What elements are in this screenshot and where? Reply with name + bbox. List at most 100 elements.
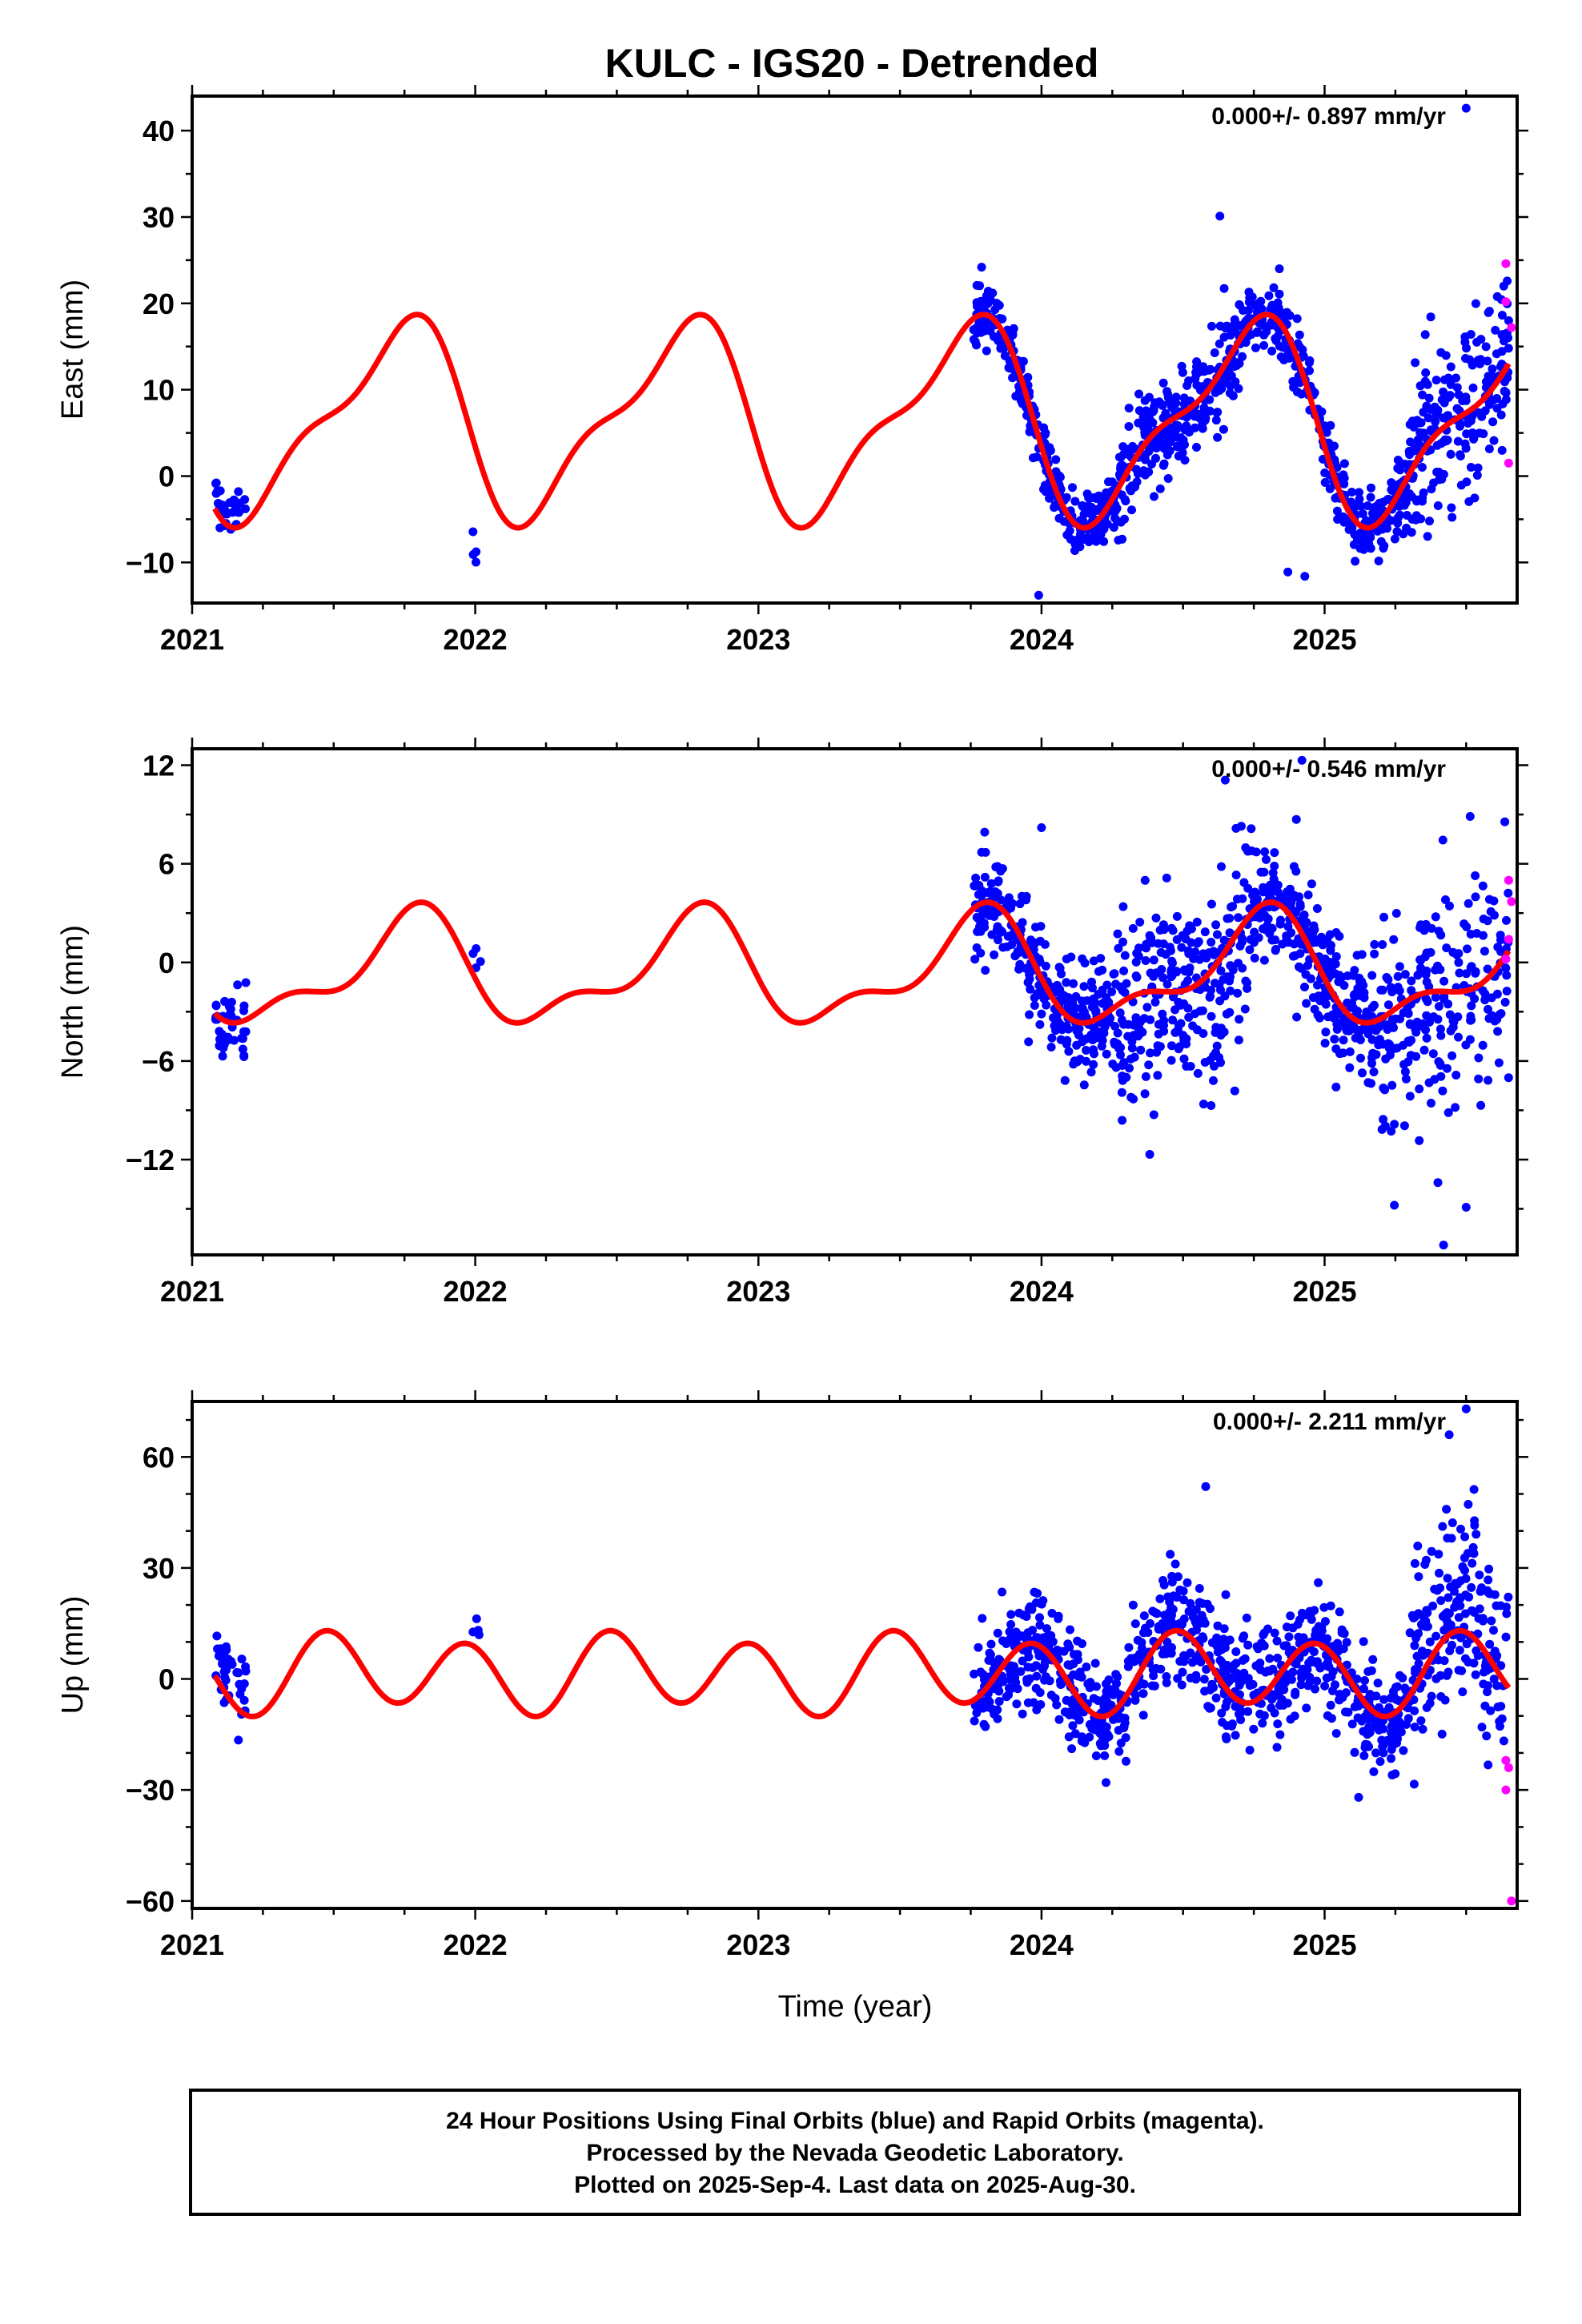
up-final-point — [1428, 1601, 1438, 1610]
north-final-point — [1399, 1059, 1409, 1069]
east-final-point — [1228, 391, 1238, 400]
north-final-point — [1454, 1032, 1463, 1042]
north-final-point — [1422, 1011, 1431, 1020]
north-final-point — [1168, 926, 1178, 935]
panels: 2021 2022 2023 2024 2025 −10 0 10 20 30 40 East (mm… — [56, 85, 1528, 2024]
north-final-point — [1325, 930, 1335, 939]
north-final-point — [1113, 1028, 1122, 1038]
north-final-point — [1234, 959, 1243, 968]
north-final-point — [1471, 871, 1480, 880]
up-final-point — [1013, 1684, 1022, 1694]
east-final-point — [1215, 321, 1225, 331]
up-final-point — [987, 1704, 997, 1714]
up-final-point — [1439, 1656, 1449, 1666]
north-final-point — [1225, 928, 1235, 938]
east-final-point — [1492, 404, 1502, 413]
up-final-point — [1452, 1579, 1462, 1589]
up-final-point — [1454, 1613, 1464, 1622]
north-final-point — [1098, 1035, 1107, 1045]
east-final-point — [1251, 343, 1260, 352]
east-final-point — [1461, 444, 1471, 453]
north-final-point — [1405, 1092, 1415, 1101]
up-final-point — [1138, 1689, 1148, 1699]
east-final-point — [1462, 477, 1472, 487]
east-final-point — [214, 499, 223, 508]
footer-line-1: 24 Hour Positions Using Final Orbits (bl… — [446, 2108, 1264, 2134]
up-final-point — [1165, 1607, 1174, 1617]
up-final-point — [1483, 1681, 1492, 1691]
east-final-point — [1425, 517, 1434, 526]
north-final-point — [1207, 986, 1215, 995]
east-final-point — [1497, 347, 1507, 356]
up-final-point — [1455, 1646, 1464, 1655]
north-xtick-label: 2025 — [1292, 1275, 1356, 1308]
north-final-point — [1230, 1086, 1239, 1096]
east-final-point — [240, 495, 250, 505]
east-final-point — [983, 299, 993, 308]
north-final-point — [1407, 1035, 1416, 1045]
north-final-point — [1192, 917, 1202, 927]
east-final-point — [1207, 321, 1216, 331]
north-final-point — [1109, 969, 1118, 979]
east-final-point — [1163, 474, 1173, 483]
north-final-point — [1314, 991, 1323, 1001]
up-final-point — [1005, 1627, 1014, 1637]
north-final-point — [1478, 1040, 1488, 1050]
east-final-point — [1215, 211, 1225, 221]
east-final-point — [1476, 355, 1485, 364]
north-final-point — [985, 887, 994, 896]
up-final-point — [1363, 1715, 1373, 1724]
up-final-point — [1409, 1613, 1419, 1622]
north-final-point — [1034, 955, 1044, 963]
north-final-point — [1378, 940, 1387, 949]
up-final-point — [1027, 1605, 1037, 1614]
north-final-point — [1407, 976, 1416, 986]
north-final-point — [1415, 1136, 1424, 1145]
north-final-point — [1342, 1026, 1351, 1035]
east-rapid-point — [1507, 323, 1516, 332]
up-rate-label: 0.000+/- 2.211 mm/yr — [1213, 1409, 1446, 1435]
north-final-point — [1427, 923, 1436, 933]
up-final-point — [1166, 1649, 1176, 1658]
north-final-point — [1387, 987, 1397, 997]
up-final-point — [1036, 1599, 1046, 1609]
up-final-point — [1484, 1760, 1493, 1770]
north-final-point — [1419, 926, 1429, 935]
east-final-point — [1041, 487, 1050, 497]
north-final-point — [1415, 955, 1425, 964]
up-final-point — [1006, 1662, 1015, 1671]
up-final-point — [1387, 1754, 1395, 1763]
east-ytick-label: 40 — [143, 115, 175, 147]
up-final-point — [1371, 1722, 1381, 1731]
up-final-point — [1502, 1609, 1512, 1618]
north-final-point — [1149, 1110, 1158, 1120]
north-final-point — [1353, 1007, 1362, 1015]
north-final-point — [1111, 979, 1121, 989]
up-final-point — [1203, 1599, 1212, 1609]
north-final-point — [1448, 1023, 1458, 1032]
up-final-point — [1054, 1715, 1064, 1724]
east-final-point — [1468, 383, 1478, 392]
east-final-point — [1055, 472, 1065, 482]
north-final-point — [1157, 965, 1166, 974]
north-final-point — [1118, 937, 1127, 947]
east-final-point — [990, 332, 998, 341]
up-final-point — [1273, 1653, 1283, 1663]
east-final-point — [1461, 103, 1471, 113]
north-final-point — [1153, 1071, 1162, 1080]
north-final-point — [1039, 994, 1049, 1003]
up-final-point — [1411, 1634, 1421, 1642]
north-final-point — [1226, 986, 1235, 995]
north-final-point — [1079, 982, 1089, 991]
up-final-point — [1158, 1649, 1167, 1659]
north-final-point — [1004, 893, 1014, 903]
east-ytick-label: 0 — [159, 460, 175, 493]
east-final-point — [1162, 431, 1172, 440]
north-final-point — [1431, 992, 1440, 1002]
north-final-point — [1355, 973, 1364, 983]
up-final-point — [1472, 1530, 1481, 1539]
north-final-point — [1207, 1011, 1216, 1021]
up-final-point — [1496, 1702, 1506, 1711]
east-final-point — [1390, 534, 1399, 544]
east-final-point — [1062, 493, 1071, 502]
